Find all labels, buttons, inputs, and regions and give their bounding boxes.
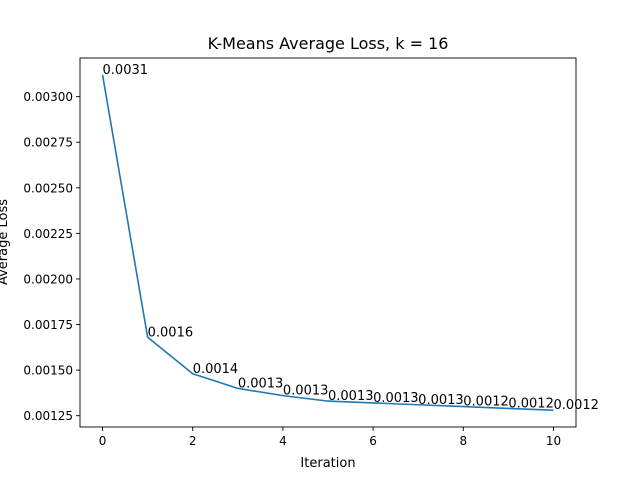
x-axis-label: Iteration	[300, 456, 355, 471]
data-point-label: 0.0013	[328, 389, 374, 404]
y-tick-label: 0.00175	[23, 318, 73, 332]
x-tick-label: 6	[369, 434, 377, 448]
plot-area: 0 2 4 6 8 10 0.00125 0.00150 0.00175 0.00200 0.002…	[23, 57, 599, 448]
data-point-label: 0.0014	[193, 362, 239, 377]
chart-title: K-Means Average Loss, k = 16	[208, 34, 449, 53]
y-tick-label: 0.00225	[23, 227, 73, 241]
x-tick-label: 0	[99, 434, 107, 448]
y-tick-label: 0.00150	[23, 364, 73, 378]
y-tick-label: 0.00275	[23, 136, 73, 150]
data-point-label: 0.0012	[463, 395, 509, 410]
y-axis-label: Average Loss	[0, 199, 11, 285]
axes-frame	[79, 57, 577, 428]
x-tick-label: 2	[189, 434, 197, 448]
data-point-label: 0.0031	[103, 63, 149, 78]
data-point-label: 0.0012	[508, 396, 554, 411]
x-tick-label: 4	[279, 434, 287, 448]
data-point-label: 0.0016	[148, 325, 194, 340]
data-point-label: 0.0013	[373, 391, 419, 406]
y-tick-label: 0.00125	[23, 409, 73, 423]
y-tick-label: 0.00300	[23, 90, 73, 104]
x-tick-label: 10	[546, 434, 561, 448]
data-point-label: 0.0013	[418, 393, 464, 408]
y-tick-label: 0.00200	[23, 272, 73, 286]
data-point-label: 0.0013	[238, 376, 284, 391]
x-tick-label: 8	[459, 434, 467, 448]
series-line	[101, 74, 554, 412]
y-tick-label: 0.00250	[23, 181, 73, 195]
data-point-label: 0.0013	[283, 384, 329, 399]
